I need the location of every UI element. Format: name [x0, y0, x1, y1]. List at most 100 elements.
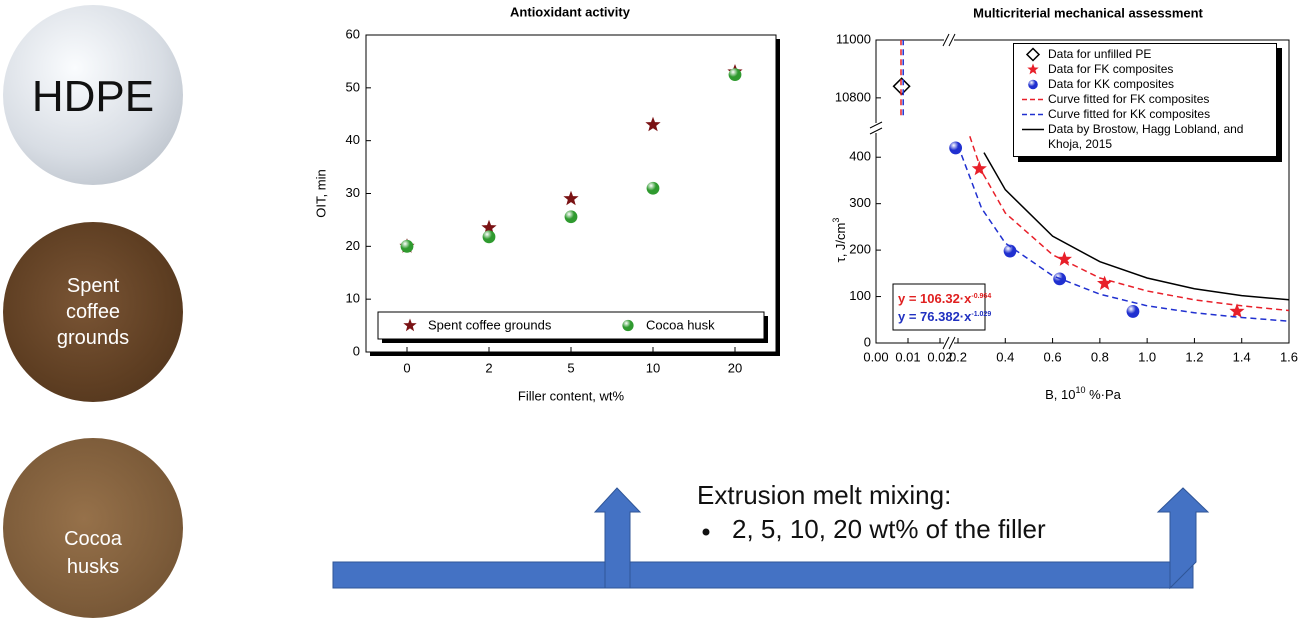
legend-item: Data for unfilled PE: [1014, 47, 1276, 62]
axis-break: [948, 336, 956, 350]
y-tick-label: 0: [864, 334, 871, 349]
equation-exponent: -0.964: [971, 293, 991, 300]
legend-box: [377, 311, 765, 340]
x-tick-label: 0.00: [863, 349, 888, 364]
y-tick-label: 0: [353, 343, 360, 358]
axis-break: [942, 33, 950, 47]
sphere-marker: [646, 181, 660, 195]
x-tick-label: 0.4: [996, 349, 1014, 364]
legend-item: Data by Brostow, Hagg Lobland, and Khoja…: [1014, 122, 1276, 152]
star-marker: [403, 318, 417, 332]
legend-item: Curve fitted for KK composites: [1014, 107, 1276, 122]
legend-label: Curve fitted for FK composites: [1048, 92, 1210, 106]
legend-label: Data by Brostow, Hagg Lobland, and Khoja…: [1048, 122, 1244, 151]
legend-label: Data for unfilled PE: [1048, 47, 1152, 61]
y-tick-label: 200: [849, 242, 871, 257]
star-marker: [1056, 251, 1072, 266]
equation: y = 106.32·x-0.964: [898, 291, 991, 306]
process-item: 2, 5, 10, 20 wt% of the filler: [732, 514, 1046, 544]
legend-label: Cocoa husk: [646, 317, 715, 332]
x-tick-label: 1.6: [1280, 349, 1298, 364]
x-tick-label: 0.01: [895, 349, 920, 364]
chart-title: Antioxidant activity: [510, 4, 631, 19]
x-tick-label: 0.2: [949, 349, 967, 364]
legend-swatch: [1027, 63, 1039, 75]
axis-break: [869, 121, 883, 129]
y-tick-label: 100: [849, 288, 871, 303]
legend-label: Data for KK composites: [1048, 77, 1175, 91]
legend-item: Data for FK composites: [1014, 62, 1276, 77]
y-tick-label: 10800: [835, 89, 871, 104]
chart-title: Multicriterial mechanical assessment: [973, 5, 1203, 20]
sphere-marker: [1028, 79, 1038, 90]
axis-break: [944, 34, 954, 46]
sphere-marker: [482, 230, 496, 244]
axis-break: [944, 337, 954, 349]
x-axis-label: Filler content, wt%: [518, 388, 625, 403]
cocoa-image: Cocoa husks: [3, 438, 183, 618]
equation-text: y = 76.382·x: [898, 309, 972, 324]
legend-item: Data for KK composites: [1014, 77, 1276, 92]
fit-line: [900, 40, 1290, 312]
y-tick-label: 20: [346, 238, 360, 253]
image-label: Cocoa husks: [64, 528, 122, 578]
y-tick-label: 40: [346, 132, 360, 147]
diamond-marker: [1025, 47, 1041, 62]
star-marker: [481, 219, 497, 235]
bullet: [702, 528, 710, 536]
x-axis-label-part: %·Pa: [1085, 387, 1121, 402]
fit-line: [902, 40, 1290, 322]
x-axis-label-part: B, 10: [1045, 387, 1075, 402]
star-marker: [1229, 303, 1245, 318]
x-tick-label: 1.0: [1138, 349, 1156, 364]
hdpe-image: HDPE: [3, 5, 183, 185]
sphere-marker: [400, 239, 414, 253]
y-axis-label-part: τ, J/cm: [833, 223, 848, 263]
x-tick-label: 0: [403, 360, 410, 375]
fit-line: [983, 152, 1290, 301]
legend: Data for unfilled PE Data for FK composit…: [1013, 43, 1277, 157]
x-tick-label: 0.6: [1044, 349, 1062, 364]
legend-swatch: [1028, 79, 1038, 90]
y-tick-label: 10: [346, 291, 360, 306]
y-tick-label: 11000: [836, 31, 871, 46]
sphere-marker: [949, 141, 963, 155]
sphere-marker: [622, 319, 634, 332]
equation: y = 76.382·x-1.029: [898, 309, 991, 324]
process-arrow: [332, 487, 1210, 590]
coffee-image: Spent coffee grounds: [3, 222, 183, 402]
axis-break: [948, 33, 956, 47]
y-tick-label: 300: [849, 195, 871, 210]
star-marker: [645, 116, 661, 132]
legend-label: Data for FK composites: [1048, 62, 1174, 76]
legend-item: Curve fitted for FK composites: [1014, 92, 1276, 107]
x-tick-label: 1.2: [1185, 349, 1203, 364]
legend-swatch: [1022, 98, 1044, 101]
axis-break: [942, 336, 950, 350]
x-tick-label: 5: [567, 360, 574, 375]
legend-label: Spent coffee grounds: [428, 317, 552, 332]
axis-break: [870, 123, 882, 133]
image-label: Spent coffee grounds: [56, 275, 130, 349]
star-marker: [1097, 275, 1113, 290]
x-tick-label: 2: [485, 360, 492, 375]
star-marker: [971, 160, 987, 176]
x-tick-label: 0.02: [927, 349, 952, 364]
x-tick-label: 1.4: [1233, 349, 1251, 364]
star-marker: [563, 190, 579, 206]
x-axis-label-part: 10: [1075, 385, 1085, 395]
y-tick-label: 400: [849, 149, 871, 164]
sphere-marker: [728, 68, 742, 82]
sphere-marker: [564, 210, 578, 224]
axis-break: [869, 127, 883, 135]
legend-label: Curve fitted for KK composites: [1048, 107, 1211, 121]
star-marker: [1027, 63, 1039, 75]
equation-text: y = 106.32·x: [898, 291, 972, 306]
x-axis-label: B, 1010 %·Pa: [1045, 385, 1122, 402]
process-title: Extrusion melt mixing:: [697, 480, 952, 510]
legend-swatch: [1022, 128, 1044, 131]
legend-swatch: [1022, 113, 1044, 116]
equation-box: [892, 283, 986, 331]
y-axis-label: τ, J/cm3: [831, 218, 848, 263]
